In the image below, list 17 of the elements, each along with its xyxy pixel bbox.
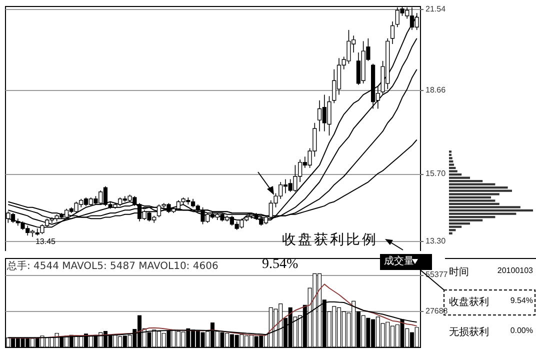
annotation: 9.54% [262,257,298,273]
text: 0.00% [510,326,533,335]
annotation: 总手: 4544 MAVOL5: 5487 MAVOL10: 4606 [7,260,218,273]
y-tick-label: 15.70 [426,169,446,178]
y-tick-label: 55377 [426,270,448,280]
annotation: 13.45 [35,236,56,246]
annotation: 收盘获利比例 [282,231,378,249]
y-tick-label: 18.66 [426,86,446,95]
y-tick-label: 27688 [426,306,448,316]
text: 时间 [449,266,469,279]
y-tick-label: 13.30 [426,236,446,246]
text: 无损获利 [449,326,489,339]
text: 20100103 [497,266,533,275]
text: 收盘获利 [449,296,489,309]
text: 9.54% [510,296,533,305]
y-tick-label: 21.54 [426,4,446,14]
annotation: 成交量 [380,254,432,270]
